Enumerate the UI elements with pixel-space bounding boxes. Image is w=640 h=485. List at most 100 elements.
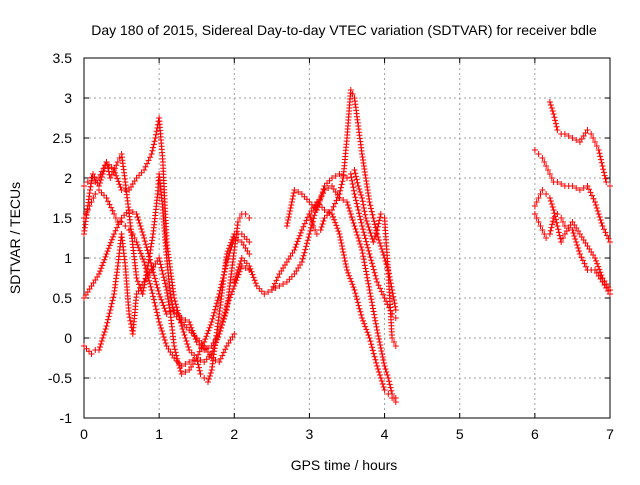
data-point-track-f [235,267,241,273]
data-point-track-g [345,205,352,211]
data-point-track-d [231,235,238,241]
x-tick-label: 7 [606,426,614,442]
data-point-track-i [340,252,347,258]
data-point-track-e [139,253,145,260]
data-point-track-f [234,270,241,276]
data-point-track-f [317,227,324,233]
data-point-track-e [142,265,149,272]
data-point-track-e [158,325,164,331]
data-point-track-f [368,205,374,212]
data-point-track-b [84,179,91,185]
data-point-track-j [361,208,368,215]
data-point-track-i [355,302,362,309]
data-point-track-d [101,329,108,335]
data-point-track-d [198,345,205,352]
data-point-track-e [152,303,159,309]
data-point-track-e [223,303,230,309]
data-point-track-e [84,207,91,213]
data-point-track-a [133,275,140,281]
data-point-track-h [320,186,327,192]
data-point-track-d [107,307,114,313]
data-point-track-b [81,183,87,189]
data-point-track-c [160,302,167,309]
data-point-track-k [541,159,548,165]
data-point-track-j [366,227,373,233]
y-tick-label: 0.5 [53,290,73,306]
data-point-track-e [210,345,217,352]
data-point-track-n [531,203,538,209]
data-point-track-c [152,278,159,285]
data-point-track-h [350,184,357,191]
data-point-track-e [153,306,160,313]
data-point-track-d [178,371,185,377]
data-point-track-g [347,211,354,217]
data-point-track-e [154,312,161,319]
data-point-track-c [100,259,107,266]
data-point-track-e [150,293,157,300]
y-tick-label: 1.5 [53,210,73,226]
data-point-track-e [209,348,216,355]
data-point-track-d [201,339,208,345]
data-point-track-c [157,293,164,300]
data-point-track-f [307,214,314,220]
data-point-track-l [595,147,602,153]
data-point-track-e [151,299,158,306]
data-point-track-c [138,226,145,232]
data-point-track-i [329,211,335,217]
x-tick-labels: 0 1 2 3 4 5 6 7 [80,426,614,442]
data-point-track-g [382,366,389,372]
data-point-track-d [108,303,115,310]
data-point-track-c [182,317,189,323]
data-point-track-f [392,307,399,313]
data-point-track-d [100,332,107,338]
data-point-track-d [216,291,223,297]
data-point-track-i [392,395,399,401]
data-point-track-e [103,195,110,201]
data-point-track-n [597,269,604,276]
data-point-track-c [126,207,133,213]
data-point-track-h [336,171,343,177]
data-point-track-d [102,326,109,332]
data-point-track-c [108,236,115,243]
y-tick-label: 0 [64,330,72,346]
data-point-track-h [319,189,326,195]
data-point-track-l [597,153,604,160]
data-point-track-c [141,238,148,245]
data-point-track-d [213,300,220,307]
data-point-track-d [220,271,227,278]
data-point-track-f [232,276,239,282]
data-point-track-i [348,278,355,285]
data-point-track-l [547,102,554,108]
data-point-track-l [598,156,604,163]
data-point-track-d [212,306,219,313]
data-point-track-b [147,154,154,161]
data-point-track-k [593,205,600,211]
data-point-track-f [293,241,300,248]
data-point-track-c [139,229,146,235]
data-point-track-d [171,343,178,349]
data-point-track-f [313,231,320,237]
data-point-track-n [557,235,564,242]
data-point-track-g [272,285,279,291]
data-point-track-g [386,381,393,388]
data-point-track-h [317,195,324,201]
data-point-track-n [547,198,554,204]
data-point-track-c [104,248,111,255]
data-point-track-g [276,283,283,289]
data-point-track-h [358,219,365,226]
data-point-track-b [246,239,253,245]
data-point-track-i [334,225,341,232]
data-point-track-f [319,221,326,227]
data-point-track-h [363,238,370,245]
data-point-track-e [143,268,150,275]
data-point-track-h [284,220,291,226]
data-point-track-f [369,211,376,218]
data-point-track-n [555,226,562,233]
data-point-track-c [188,324,195,331]
data-point-track-e [149,290,156,297]
data-point-track-j [362,215,369,221]
data-point-track-i [367,338,374,345]
data-point-track-a [139,291,146,297]
data-point-track-f [338,181,345,188]
data-point-track-a [97,180,103,186]
